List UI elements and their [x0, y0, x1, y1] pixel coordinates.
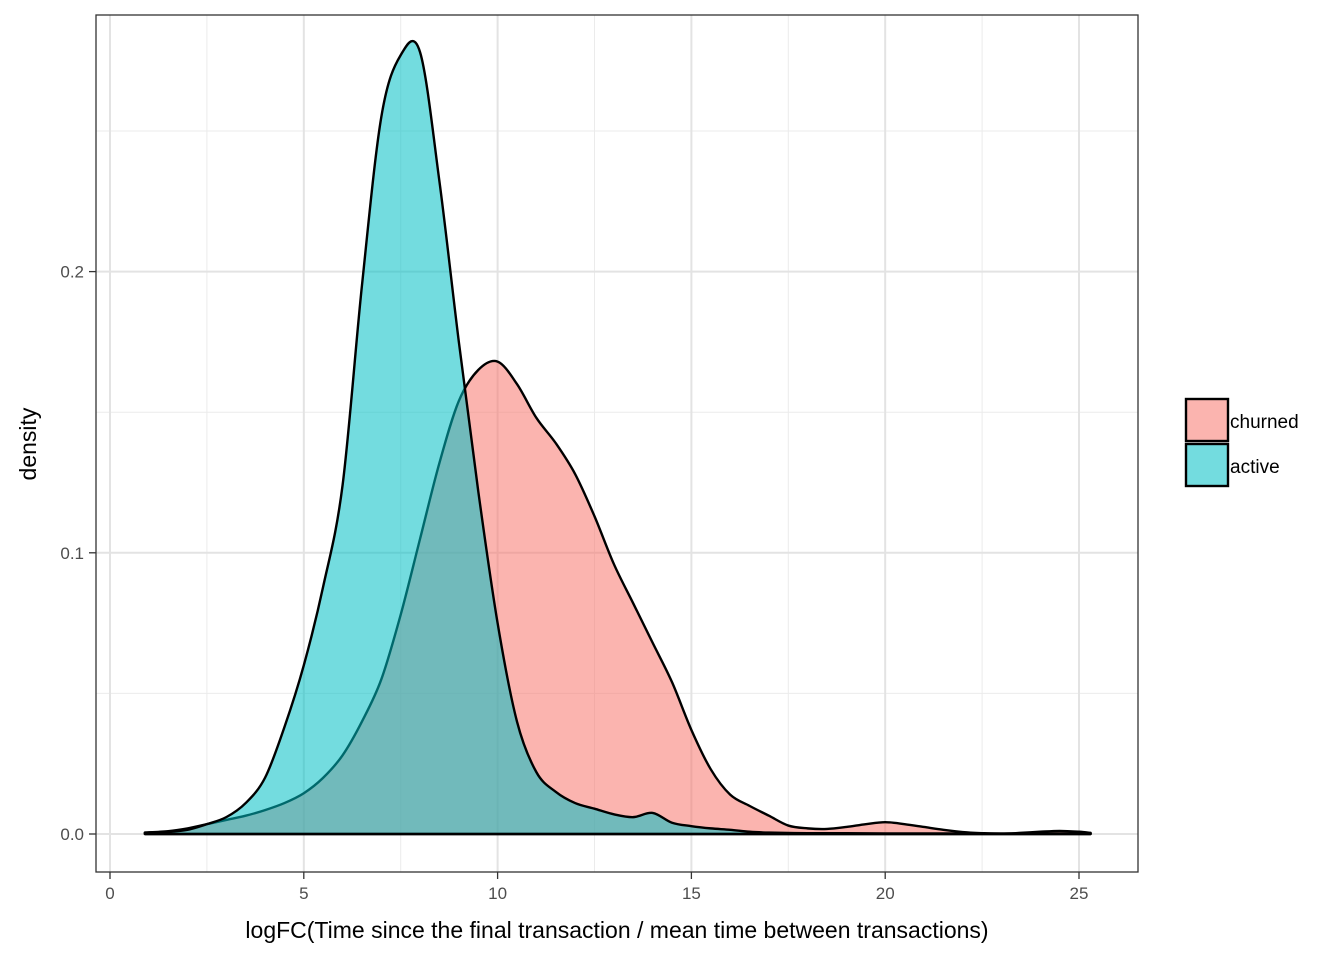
x-axis: 0 5 10 15 20 25	[105, 872, 1088, 903]
y-tick-label: 0.1	[60, 544, 84, 563]
density-area-active	[143, 39, 1092, 836]
panel-border	[95, 14, 1139, 873]
y-axis: 0.0 0.1 0.2	[60, 263, 96, 844]
legend-key-active	[1184, 442, 1230, 488]
y-axis-title: density	[15, 407, 41, 480]
x-tick-label: 5	[299, 884, 308, 903]
legend: churned active	[1184, 397, 1299, 488]
legend-label-churned: churned	[1230, 412, 1299, 433]
legend-label-active: active	[1230, 457, 1280, 478]
density-areas	[143, 39, 1092, 836]
x-tick-label: 20	[876, 884, 895, 903]
x-tick-label: 10	[488, 884, 507, 903]
legend-key-churned	[1184, 397, 1230, 443]
x-axis-title: logFC(Time since the final transaction /…	[245, 917, 988, 943]
y-tick-label: 0.0	[60, 825, 84, 844]
x-tick-label: 15	[682, 884, 701, 903]
x-tick-label: 0	[105, 884, 114, 903]
y-tick-label: 0.2	[60, 263, 84, 282]
x-tick-label: 25	[1070, 884, 1089, 903]
